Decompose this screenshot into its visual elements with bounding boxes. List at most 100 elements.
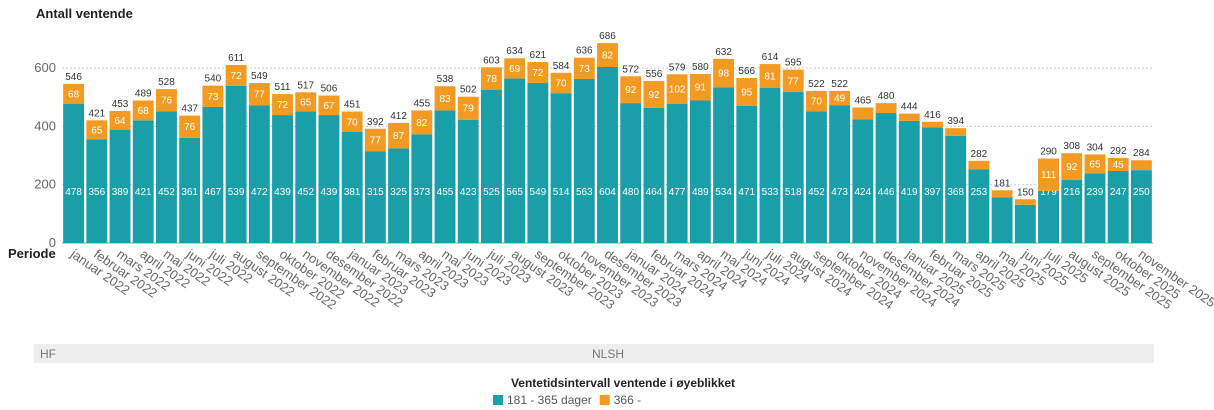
total-label: 304	[1087, 142, 1104, 153]
total-label: 421	[88, 108, 105, 119]
total-label: 282	[971, 149, 988, 160]
bar-segment	[1014, 204, 1036, 243]
bar-segment	[1061, 180, 1083, 243]
bar-segment	[852, 107, 874, 120]
segment-label: 82	[416, 118, 428, 129]
bar-segment	[898, 113, 920, 121]
bar-segment	[86, 120, 108, 140]
segment-label: 533	[762, 187, 779, 198]
bar-segment	[341, 131, 363, 243]
segment-label: 250	[1133, 187, 1150, 198]
bar-segment	[550, 93, 572, 243]
segment-label: 67	[323, 101, 335, 112]
segment-label: 82	[602, 51, 614, 62]
bar-segment	[132, 100, 154, 121]
bar-segment	[434, 110, 456, 244]
total-label: 632	[715, 47, 732, 58]
bar-segment	[272, 115, 293, 243]
bar-segment	[829, 90, 851, 106]
bar-segment	[388, 148, 410, 243]
total-label: 614	[762, 52, 779, 63]
segment-label: 389	[112, 187, 129, 198]
bar-segment	[829, 105, 851, 243]
segment-label: 464	[646, 187, 663, 198]
segment-label: 77	[370, 135, 382, 146]
total-label: 181	[994, 178, 1011, 189]
bar-segment	[86, 139, 108, 243]
bar-segment	[759, 64, 781, 88]
segment-label: 439	[321, 187, 338, 198]
bar-segment	[597, 66, 618, 243]
bar-segment	[411, 110, 433, 135]
bar-segment	[1038, 158, 1059, 191]
bar-segment	[620, 103, 642, 243]
segment-label: 45	[1113, 160, 1125, 171]
segment-label: 424	[854, 187, 871, 198]
total-label: 522	[808, 79, 825, 90]
total-label: 517	[297, 80, 314, 91]
bar-segment	[434, 86, 456, 111]
bar-segment	[109, 129, 131, 243]
bar-segment	[922, 127, 943, 243]
total-label: 556	[646, 69, 663, 80]
total-label: 392	[367, 117, 384, 128]
bar-segment	[991, 197, 1013, 243]
segment-label: 216	[1063, 187, 1080, 198]
segment-label: 69	[509, 64, 521, 75]
total-label: 538	[437, 74, 454, 85]
bar-segment	[689, 100, 711, 244]
total-label: 284	[1133, 148, 1150, 159]
bar-segment	[388, 122, 410, 149]
segment-label: 356	[88, 187, 105, 198]
bar-segment	[109, 110, 131, 130]
legend-swatch	[599, 395, 610, 405]
segment-label: 368	[947, 187, 964, 198]
segment-label: 77	[254, 90, 266, 101]
bar-segment	[318, 115, 340, 243]
bar-segment	[968, 160, 990, 170]
y-tick-label: 600	[34, 60, 56, 75]
bar-segment	[782, 92, 804, 243]
bar-segment	[272, 94, 293, 116]
bar-segment	[63, 83, 85, 104]
bar-segment	[945, 128, 967, 136]
segment-label: 179	[1040, 187, 1057, 198]
total-label: 686	[599, 31, 616, 42]
total-label: 511	[275, 82, 291, 93]
bar-segment	[643, 107, 665, 243]
total-label: 437	[181, 104, 198, 115]
segment-label: 92	[625, 85, 637, 96]
total-label: 634	[506, 46, 523, 57]
segment-label: 77	[788, 76, 800, 87]
segment-label: 65	[91, 125, 103, 136]
segment-label: 76	[161, 96, 173, 107]
bar-segment	[898, 120, 920, 243]
bar-segment	[666, 103, 688, 243]
bar-segment	[1130, 170, 1152, 243]
segment-label: 477	[669, 187, 686, 198]
segment-label: 539	[228, 187, 245, 198]
segment-label: 565	[506, 187, 523, 198]
y-tick-label: 200	[34, 177, 56, 192]
total-label: 572	[622, 64, 639, 75]
bar-segment	[527, 83, 549, 244]
bar-segment	[504, 58, 526, 79]
total-label: 453	[112, 99, 129, 110]
segment-label: 518	[785, 187, 802, 198]
segment-label: 91	[695, 83, 707, 94]
segment-label: 247	[1110, 187, 1127, 198]
segment-label: 83	[439, 94, 451, 105]
segment-label: 65	[1089, 159, 1101, 170]
total-label: 308	[1063, 141, 1080, 152]
total-label: 603	[483, 55, 500, 66]
segment-label: 525	[483, 187, 500, 198]
segment-label: 92	[648, 90, 660, 101]
segment-label: 467	[205, 187, 222, 198]
segment-label: 421	[135, 187, 152, 198]
bar-segment	[156, 89, 177, 112]
legend-label: 366 -	[614, 393, 641, 407]
segment-label: 72	[532, 68, 544, 79]
segment-label: 68	[68, 89, 80, 100]
segment-label: 373	[413, 187, 430, 198]
